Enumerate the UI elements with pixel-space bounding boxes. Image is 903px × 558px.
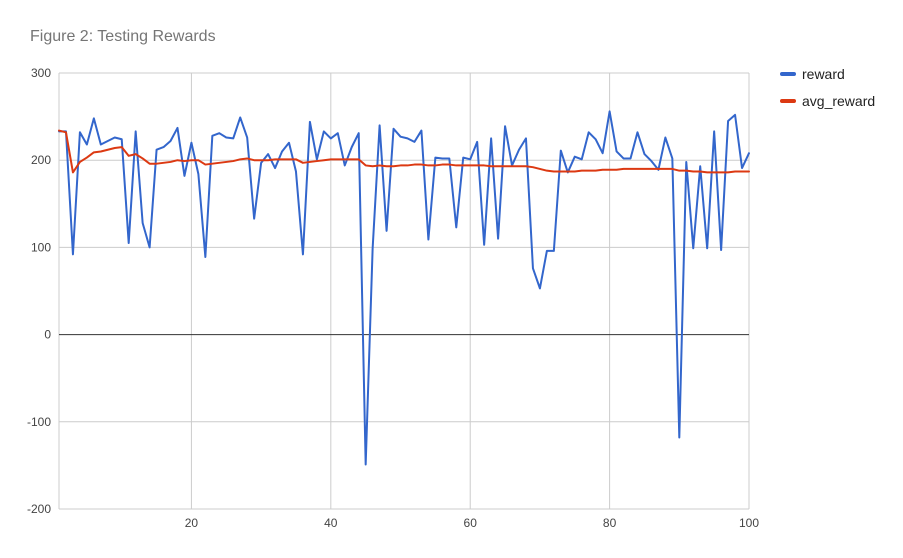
tick-labels: 300 200 100 0 -100 -200 20 40 60 80 100 <box>27 66 759 530</box>
x-tick-label: 40 <box>324 516 338 530</box>
grid-lines <box>58 72 750 510</box>
series-line-reward <box>58 110 750 466</box>
y-tick-label: 300 <box>31 66 51 80</box>
chart-title: Figure 2: Testing Rewards <box>30 28 216 45</box>
y-tick-label: 100 <box>31 240 51 254</box>
x-tick-label: 60 <box>464 516 478 530</box>
y-tick-label: 0 <box>44 328 51 342</box>
legend: reward avg_reward <box>780 66 875 109</box>
x-tick-label: 100 <box>739 516 759 530</box>
y-tick-label: -200 <box>27 502 51 516</box>
x-tick-label: 20 <box>185 516 199 530</box>
y-tick-label: 200 <box>31 153 51 167</box>
series-line-avg-reward <box>58 129 750 174</box>
legend-label-reward: reward <box>802 66 845 82</box>
series-lines <box>58 110 750 466</box>
y-tick-label: -100 <box>27 415 51 429</box>
legend-label-avg-reward: avg_reward <box>802 93 875 109</box>
x-tick-label: 80 <box>603 516 617 530</box>
